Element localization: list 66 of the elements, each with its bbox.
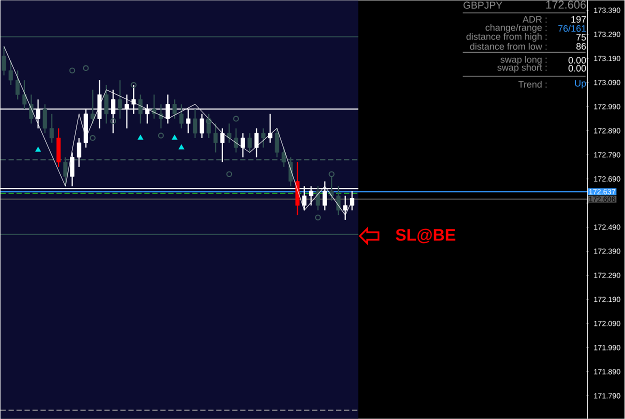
candlestick	[22, 80, 27, 110]
point	[206, 118, 212, 124]
candlestick	[63, 156, 68, 187]
candlestick	[213, 122, 218, 153]
candlestick	[8, 60, 13, 86]
annotation: SL@BE	[396, 228, 456, 244]
annotation: Trend :	[518, 80, 547, 88]
annotation: swap short :	[497, 64, 547, 73]
candlestick	[192, 108, 198, 139]
annotation: Up	[575, 80, 586, 88]
point	[178, 144, 184, 150]
candlestick	[42, 104, 48, 134]
annotation: change/range :	[486, 24, 547, 33]
annotation: 75	[576, 34, 586, 41]
candlestick	[158, 104, 164, 129]
point	[315, 214, 321, 220]
candlestick	[248, 132, 252, 153]
candlestick	[50, 113, 54, 144]
candlestick	[282, 146, 286, 168]
candlestick	[2, 46, 6, 76]
point	[90, 135, 96, 141]
candlestick	[240, 132, 245, 158]
candlestick	[76, 137, 82, 168]
point	[158, 132, 164, 138]
candlestick	[254, 128, 259, 158]
candlestick	[261, 128, 266, 148]
chart-title: GBPJPY	[464, 2, 502, 9]
annotation: ADR :	[522, 16, 547, 23]
candlestick	[70, 152, 74, 187]
point	[233, 116, 239, 122]
annotation: 76/161	[558, 24, 586, 32]
annotation: distance from low :	[470, 42, 547, 50]
annotation: swap long :	[500, 56, 547, 65]
candlestick	[15, 70, 20, 100]
annotation: 197	[571, 16, 586, 23]
point	[328, 171, 335, 178]
candlestick	[336, 186, 341, 216]
candlestick	[179, 104, 184, 129]
point	[69, 68, 76, 74]
point	[138, 135, 144, 140]
candlestick	[274, 128, 280, 158]
candlestick	[138, 94, 143, 124]
point	[226, 171, 232, 178]
annotation: 172.606	[546, 0, 586, 9]
annotation: 86	[576, 42, 586, 50]
annotation: 0.00	[568, 56, 586, 64]
candlestick	[172, 98, 177, 120]
point	[130, 82, 137, 88]
point	[172, 135, 178, 140]
candlestick	[316, 186, 320, 211]
point	[35, 147, 41, 152]
candlestick	[234, 128, 238, 153]
candlestick	[268, 113, 272, 144]
candlestick	[118, 80, 122, 120]
annotation: distance from high :	[466, 32, 547, 42]
annotation: 0.00	[568, 64, 586, 72]
candlestick	[200, 113, 204, 139]
candlestick	[220, 128, 224, 163]
candlestick	[227, 122, 232, 144]
candlestick	[29, 94, 34, 124]
point	[110, 118, 116, 124]
point	[82, 65, 89, 71]
candlestick	[104, 84, 108, 124]
candlestick	[152, 94, 156, 120]
candlestick	[90, 89, 95, 124]
candlestick	[288, 156, 293, 187]
